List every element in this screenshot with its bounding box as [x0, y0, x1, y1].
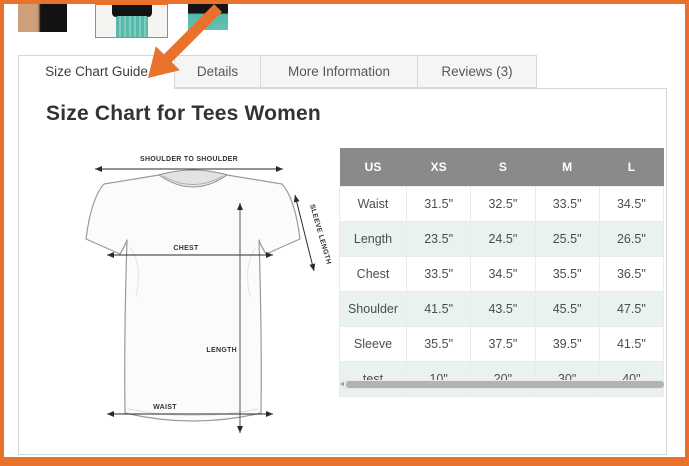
- size-cell: 32.5": [470, 186, 536, 222]
- size-cell: 41.5": [598, 326, 665, 362]
- tab-bar: Size Chart Guide Details More Information R…: [18, 55, 537, 89]
- size-row-length: Length 23.5" 24.5" 25.5" 26.5": [339, 221, 665, 257]
- size-row-label: Chest: [339, 256, 407, 292]
- label-chest: CHEST: [173, 245, 199, 252]
- tshirt-collar: [157, 169, 229, 188]
- size-row-label: Shoulder: [339, 291, 407, 327]
- product-thumbnail-3[interactable]: [188, 4, 228, 30]
- size-row-sleeve: Sleeve 35.5" 37.5" 39.5" 41.5": [339, 326, 665, 362]
- product-thumbnail-2-selected[interactable]: [95, 4, 168, 38]
- size-cell: 40": [598, 361, 665, 397]
- collar-seam: [162, 175, 224, 185]
- tab-details[interactable]: Details: [174, 55, 261, 88]
- size-cell: 35.5": [534, 256, 600, 292]
- size-col-header-xs: XS: [406, 148, 471, 187]
- label-shoulder-to-shoulder: SHOULDER TO SHOULDER: [140, 156, 238, 163]
- size-col-header-s: S: [470, 148, 535, 187]
- tshirt-outline: [85, 169, 301, 422]
- wrinkles: [129, 246, 257, 297]
- size-cell: 10": [405, 361, 472, 397]
- size-row-chest: Chest 33.5" 34.5" 35.5" 36.5": [339, 256, 665, 292]
- size-cell: 34.5": [470, 256, 536, 292]
- size-cell: 35.5": [405, 326, 472, 362]
- size-row-label: Waist: [339, 186, 407, 222]
- size-cell: 39.5": [534, 326, 600, 362]
- label-waist: WAIST: [153, 404, 177, 411]
- size-row-waist: Waist 31.5" 32.5" 33.5" 34.5": [339, 186, 665, 222]
- label-length: LENGTH: [206, 347, 237, 354]
- size-cell: 25.5": [534, 221, 600, 257]
- size-diagram: SHOULDER TO SHOULDER CHEST LENGTH WAIST: [85, 156, 332, 433]
- page-title: Size Chart for Tees Women: [46, 102, 321, 125]
- hem-seam: [127, 408, 259, 416]
- size-table-head: US XS S M L: [339, 148, 664, 187]
- table-hscrollbar[interactable]: [339, 380, 664, 389]
- tab-size-chart-guide[interactable]: Size Chart Guide: [18, 55, 175, 89]
- label-sleeve-length: SLEEVE LENGTH: [308, 204, 332, 266]
- size-table: US XS S M L Waist 31.5" 32.5" 33.5" 34.5" Length 2…: [339, 148, 665, 397]
- size-cell: 34.5": [598, 186, 665, 222]
- tab-more-information[interactable]: More Information: [260, 55, 418, 88]
- size-row-test: test 10" 20" 30" 40": [339, 361, 665, 397]
- thumbnail-shirt-area: [112, 5, 152, 17]
- hscrollbar-thumb[interactable]: [346, 381, 664, 388]
- size-cell: 33.5": [405, 256, 472, 292]
- size-cell: 47.5": [598, 291, 665, 327]
- size-cell: 43.5": [470, 291, 536, 327]
- size-col-header-us: US: [339, 148, 407, 187]
- arrow-sleeve: [294, 194, 315, 272]
- thumbnail-pants-area: [116, 16, 148, 37]
- size-col-header-l: L: [599, 148, 664, 187]
- size-cell: 26.5": [598, 221, 665, 257]
- size-cell: 45.5": [534, 291, 600, 327]
- size-col-header-m: M: [535, 148, 600, 187]
- size-cell: 41.5": [405, 291, 472, 327]
- tab-content-panel: Size Chart for Tees Women SHOULDER TO SH…: [18, 88, 667, 455]
- size-cell: 33.5": [534, 186, 600, 222]
- scroll-left-arrow-icon[interactable]: [340, 382, 344, 386]
- size-row-label: test: [339, 361, 407, 397]
- product-thumbnail-1[interactable]: [18, 4, 67, 32]
- size-row-label: Sleeve: [339, 326, 407, 362]
- size-cell: 23.5": [405, 221, 472, 257]
- size-table-body: Waist 31.5" 32.5" 33.5" 34.5" Length 23.5" 24.5…: [339, 186, 665, 397]
- size-cell: 24.5": [470, 221, 536, 257]
- size-cell: 30": [534, 361, 600, 397]
- size-cell: 31.5": [405, 186, 472, 222]
- size-row-shoulder: Shoulder 41.5" 43.5" 45.5" 47.5": [339, 291, 665, 327]
- size-cell: 36.5": [598, 256, 665, 292]
- size-cell: 20": [470, 361, 536, 397]
- size-row-label: Length: [339, 221, 407, 257]
- size-cell: 37.5": [470, 326, 536, 362]
- tab-reviews-3[interactable]: Reviews (3): [417, 55, 537, 88]
